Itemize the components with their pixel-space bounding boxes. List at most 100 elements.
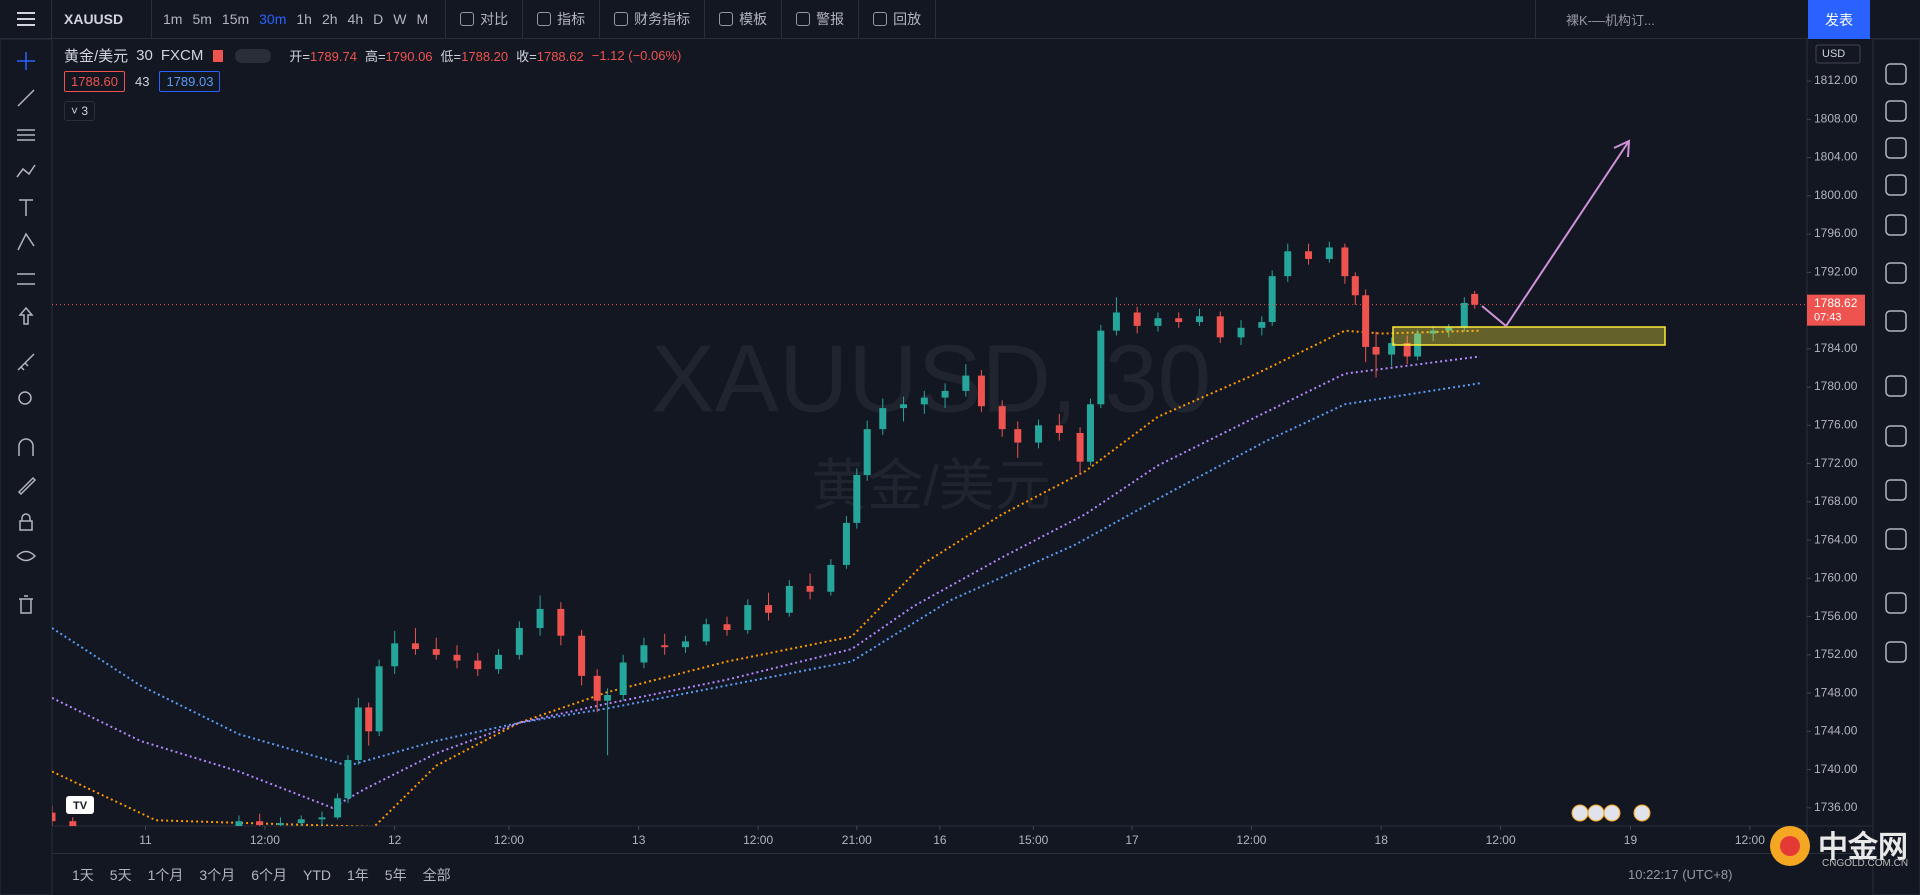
countdown: 07:43 bbox=[1814, 312, 1842, 324]
tool-icon[interactable] bbox=[18, 391, 32, 405]
candle-body bbox=[557, 608, 565, 636]
tool-icon[interactable] bbox=[17, 232, 35, 251]
candle-body bbox=[1055, 425, 1063, 433]
interval[interactable]: 1m bbox=[163, 11, 183, 27]
tool[interactable]: 回放 bbox=[859, 0, 937, 39]
y-tick-label: 1800.00 bbox=[1814, 188, 1858, 202]
candle-body bbox=[1154, 318, 1162, 326]
candle-body bbox=[842, 522, 850, 565]
range-button[interactable]: 全部 bbox=[422, 866, 451, 883]
tool[interactable]: 指标 bbox=[523, 0, 601, 39]
widget-icon[interactable] bbox=[1885, 479, 1907, 501]
plot-area bbox=[52, 241, 1807, 840]
tool-icon[interactable] bbox=[16, 550, 37, 562]
ohlc-item: 开=1789.74 bbox=[289, 46, 357, 65]
range-button[interactable]: 6个月 bbox=[251, 866, 287, 883]
y-tick-label: 1744.00 bbox=[1814, 724, 1858, 738]
clock: 10:22:17 (UTC+8) bbox=[1628, 866, 1733, 882]
range-button[interactable]: 3个月 bbox=[199, 866, 236, 883]
y-tick-label: 1776.00 bbox=[1814, 417, 1858, 431]
ohlc-item: 高=1790.06 bbox=[365, 46, 433, 65]
x-tick-label: 12:00 bbox=[494, 833, 524, 847]
tool[interactable]: 模板 bbox=[705, 0, 783, 39]
flag bbox=[1587, 804, 1605, 822]
candle-body bbox=[344, 760, 352, 799]
ask[interactable]: 1789.03 bbox=[159, 71, 221, 92]
interval[interactable]: D bbox=[373, 11, 384, 27]
tool-icon[interactable] bbox=[17, 129, 35, 141]
interval[interactable]: 15m bbox=[221, 11, 250, 27]
widget-icon[interactable] bbox=[1885, 174, 1907, 196]
menu-icon bbox=[16, 12, 35, 26]
widget-icon[interactable] bbox=[1885, 262, 1907, 284]
candle-body bbox=[920, 397, 928, 405]
widget-icon[interactable] bbox=[1885, 528, 1907, 550]
widget-icon[interactable] bbox=[1885, 100, 1907, 122]
interval[interactable]: 2h bbox=[321, 11, 338, 27]
brand-watermark: 中金网 CNGOLD.COM.CN bbox=[1760, 818, 1920, 878]
widget-icon[interactable] bbox=[1885, 641, 1907, 663]
tool-icon[interactable] bbox=[19, 595, 33, 614]
publish-button[interactable]: 发表 bbox=[1808, 0, 1870, 39]
tool-icon[interactable] bbox=[17, 476, 37, 496]
tool-icon[interactable] bbox=[18, 306, 34, 325]
trend-arrow bbox=[1481, 140, 1630, 328]
candle-body bbox=[1362, 295, 1370, 347]
tool-icon[interactable] bbox=[16, 164, 36, 178]
interval[interactable]: W bbox=[393, 11, 407, 27]
template-select[interactable]: 裸K-—机构订... bbox=[1535, 0, 1695, 39]
side-widgets bbox=[1885, 63, 1907, 663]
range-button[interactable]: 1个月 bbox=[147, 866, 184, 883]
tool-icon[interactable] bbox=[19, 513, 33, 531]
candle-body bbox=[723, 624, 731, 630]
legend-source: FXCM bbox=[160, 47, 204, 64]
tool[interactable]: 对比 bbox=[446, 0, 524, 39]
currency-box[interactable] bbox=[1815, 44, 1861, 64]
candle-body bbox=[1014, 429, 1022, 443]
icon-glyph bbox=[18, 306, 34, 325]
candle-body bbox=[1133, 312, 1141, 326]
indicator-toggle[interactable]: ˅ 3 bbox=[64, 101, 96, 121]
tools: 对比 指标 财务指标 模板 警报 回放 bbox=[446, 0, 937, 39]
x-tick-label: 12:00 bbox=[1735, 833, 1765, 847]
tool-icon[interactable] bbox=[17, 353, 35, 371]
interval[interactable]: M bbox=[416, 11, 429, 27]
widget-icon[interactable] bbox=[1885, 375, 1907, 397]
icon-glyph bbox=[16, 550, 37, 562]
widget-icon[interactable] bbox=[1885, 214, 1907, 236]
icon-glyph bbox=[17, 129, 35, 141]
tool-icon[interactable] bbox=[17, 273, 35, 285]
menu-button[interactable] bbox=[0, 0, 52, 39]
tool[interactable]: 警报 bbox=[782, 0, 860, 39]
range-button[interactable]: 1年 bbox=[346, 866, 369, 883]
tool-icon[interactable] bbox=[17, 52, 35, 70]
candle-body bbox=[593, 675, 601, 701]
candle-body bbox=[1429, 330, 1437, 334]
bid[interactable]: 1788.60 bbox=[64, 71, 125, 92]
candle-body bbox=[215, 837, 222, 840]
symbol[interactable]: XAUUSD bbox=[52, 0, 152, 39]
drawing-tools bbox=[16, 52, 37, 614]
interval[interactable]: 4h bbox=[347, 11, 364, 27]
candle-body bbox=[1196, 316, 1203, 323]
icon-glyph bbox=[17, 476, 37, 496]
widget-icon[interactable] bbox=[1885, 310, 1907, 332]
range-button[interactable]: 5天 bbox=[109, 866, 132, 883]
range-button[interactable]: YTD bbox=[302, 866, 331, 883]
tool-icon[interactable] bbox=[18, 438, 34, 456]
tool-icon[interactable] bbox=[19, 199, 33, 216]
interval[interactable]: 30m bbox=[259, 11, 287, 27]
interval[interactable]: 1h bbox=[296, 11, 312, 27]
interval[interactable]: 5m bbox=[192, 11, 212, 27]
range-button[interactable]: 5年 bbox=[384, 866, 407, 883]
widget-icon[interactable] bbox=[1885, 63, 1907, 85]
widget-icon[interactable] bbox=[1885, 137, 1907, 159]
range-button[interactable]: 1天 bbox=[72, 866, 94, 883]
tool-icon[interactable] bbox=[17, 89, 35, 107]
tool[interactable]: 财务指标 bbox=[600, 0, 706, 39]
candle-body bbox=[604, 694, 612, 701]
widget-icon[interactable] bbox=[1885, 592, 1907, 614]
widget-icon[interactable] bbox=[1885, 425, 1907, 447]
icon-glyph bbox=[19, 595, 33, 614]
